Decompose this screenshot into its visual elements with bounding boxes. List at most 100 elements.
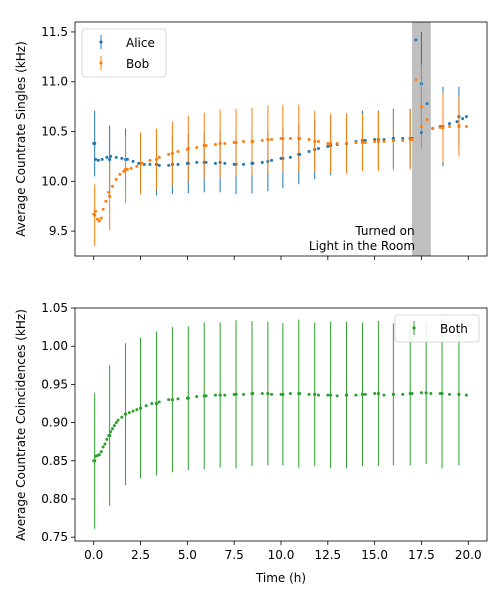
- x-tick-label: 7.5: [225, 548, 244, 562]
- data-point-bob: [457, 124, 461, 128]
- errorbar-marker-bob: [419, 105, 424, 109]
- data-point-alice: [316, 146, 320, 150]
- data-point-alice: [157, 163, 161, 167]
- errorbar-marker-both: [376, 391, 380, 396]
- data-point-bob: [114, 177, 118, 181]
- data-point-bob: [99, 216, 103, 220]
- data-point-both: [457, 392, 461, 396]
- coincidences-y-axis: 0.75 0.80 0.85 0.90 0.95 1.00 1.05: [41, 301, 75, 544]
- data-point-bob: [118, 172, 122, 176]
- data-point-bob: [232, 140, 236, 144]
- x-tick-label: 10.0: [268, 548, 295, 562]
- data-point-both: [307, 392, 311, 396]
- legend-label-bob: Bob: [126, 57, 149, 71]
- singles-points: [92, 38, 468, 223]
- singles-legend-box: [81, 28, 167, 78]
- y-tick-label: 11.5: [41, 25, 68, 39]
- data-point-both: [112, 424, 116, 428]
- data-point-alice: [100, 157, 104, 161]
- data-point-both: [326, 393, 330, 397]
- data-point-both: [298, 392, 302, 396]
- data-point-bob: [464, 125, 468, 129]
- data-point-bob: [122, 169, 126, 173]
- data-point-bob: [195, 145, 199, 149]
- errorbar-marker-bob: [360, 140, 365, 145]
- errorbar-marker-bob: [218, 141, 222, 146]
- data-point-alice: [109, 154, 113, 158]
- singles-y-axis-label: Average Countrate Singles (kHz): [14, 41, 28, 237]
- data-point-bob: [157, 155, 161, 159]
- x-tick-label: 5.0: [178, 548, 197, 562]
- data-point-bob: [307, 137, 311, 141]
- data-point-both: [195, 395, 199, 399]
- data-point-both: [410, 392, 414, 396]
- light-annotation-line-2: Light in the Room: [309, 239, 415, 253]
- data-point-both: [92, 459, 96, 463]
- data-point-bob: [363, 140, 367, 144]
- y-tick-label: 0.95: [41, 377, 68, 391]
- data-point-alice: [105, 155, 109, 159]
- data-point-alice: [195, 160, 199, 164]
- y-tick-label: 0.90: [41, 416, 68, 430]
- data-point-alice: [419, 131, 423, 135]
- errorbar-marker-both: [266, 391, 270, 396]
- data-point-bob: [129, 166, 133, 170]
- data-point-bob: [135, 164, 139, 168]
- singles-plot: 9.5 10.0 10.5 11.0 11.5 Average Countrate Si…: [14, 21, 488, 260]
- data-point-alice: [260, 160, 264, 164]
- errorbar-marker-bob: [329, 141, 333, 146]
- errorbar-marker-bob: [441, 125, 445, 130]
- errorbar-marker-both: [424, 391, 428, 395]
- data-point-bob: [110, 184, 114, 188]
- data-point-alice: [204, 160, 208, 164]
- x-tick-label: 12.5: [314, 548, 341, 562]
- data-point-both: [124, 412, 128, 416]
- light-annotation-line-1: Turned on: [354, 224, 414, 238]
- data-point-both: [103, 442, 107, 446]
- data-point-both: [101, 445, 105, 449]
- data-point-bob: [242, 139, 246, 143]
- data-point-bob: [107, 190, 111, 194]
- data-point-bob: [125, 167, 129, 171]
- data-point-alice: [125, 157, 129, 161]
- data-point-alice: [232, 162, 236, 166]
- data-point-alice: [298, 152, 302, 156]
- errorbar-marker-both: [329, 393, 333, 397]
- data-point-both: [382, 393, 386, 397]
- data-point-alice: [455, 120, 459, 124]
- data-point-alice: [279, 156, 283, 160]
- data-point-both: [438, 392, 442, 396]
- data-point-bob: [94, 209, 98, 213]
- data-point-bob: [185, 147, 189, 151]
- data-point-bob: [104, 199, 108, 203]
- data-point-bob: [438, 126, 442, 130]
- data-point-alice: [251, 161, 255, 165]
- data-point-alice: [213, 161, 217, 165]
- data-point-both: [464, 393, 468, 397]
- data-point-alice: [223, 161, 227, 165]
- data-point-alice: [425, 102, 429, 106]
- data-point-bob: [101, 207, 105, 211]
- data-point-bob: [425, 118, 429, 122]
- data-point-bob: [401, 138, 405, 142]
- y-tick-label: 11.0: [41, 75, 68, 89]
- data-point-both: [316, 393, 320, 397]
- data-point-both: [429, 392, 433, 396]
- data-point-alice: [288, 155, 292, 159]
- errorbar-marker-both: [154, 401, 159, 406]
- data-point-both: [448, 392, 452, 396]
- data-point-bob: [414, 78, 418, 82]
- data-point-both: [97, 453, 101, 457]
- data-point-bob: [391, 138, 395, 142]
- data-point-bob: [326, 141, 330, 145]
- data-point-both: [204, 394, 208, 398]
- data-point-alice: [270, 158, 274, 162]
- data-point-both: [127, 411, 131, 415]
- data-point-both: [107, 434, 111, 438]
- data-point-alice: [92, 141, 96, 145]
- data-point-alice: [461, 117, 465, 121]
- data-point-bob: [354, 140, 358, 144]
- data-point-bob: [204, 143, 208, 147]
- data-point-bob: [448, 125, 452, 129]
- data-point-alice: [414, 38, 418, 42]
